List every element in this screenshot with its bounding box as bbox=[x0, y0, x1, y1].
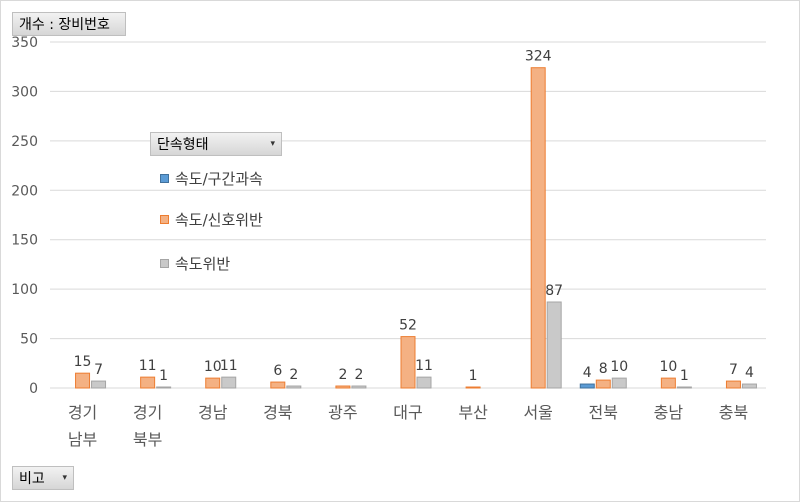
data-label: 2 bbox=[354, 367, 363, 383]
data-label: 10 bbox=[204, 359, 222, 375]
bar bbox=[221, 376, 237, 389]
y-tick-label: 300 bbox=[11, 84, 38, 100]
x-tick-label: 경기 남부 bbox=[68, 403, 97, 449]
legend-field-label: 단속형태 bbox=[157, 137, 209, 153]
y-tick-label: 100 bbox=[11, 282, 38, 298]
data-label: 10 bbox=[659, 359, 677, 375]
data-label: 7 bbox=[94, 362, 103, 378]
data-label: 52 bbox=[399, 318, 417, 334]
x-tick-label: 경남 bbox=[198, 403, 228, 422]
y-tick-label: 350 bbox=[11, 35, 38, 51]
data-label: 8 bbox=[599, 361, 608, 377]
chevron-down-icon: ▾ bbox=[270, 139, 275, 149]
axis-field-label: 비고 bbox=[19, 471, 45, 487]
legend-label: 속도/구간과속 bbox=[175, 170, 263, 188]
bar bbox=[725, 380, 741, 389]
bar bbox=[660, 377, 676, 389]
x-tick-label: 경북 bbox=[263, 403, 292, 422]
legend-item-speed[interactable]: 속도위반 bbox=[160, 253, 230, 274]
bar bbox=[579, 383, 595, 389]
data-label: 11 bbox=[415, 358, 433, 374]
x-tick-label: 부산 bbox=[458, 403, 488, 422]
value-field-label: 개수 : 장비번호 bbox=[19, 17, 110, 33]
data-label: 1 bbox=[159, 368, 168, 384]
y-tick-label: 150 bbox=[11, 233, 38, 249]
y-tick-label: 0 bbox=[29, 381, 38, 397]
legend-field-button[interactable]: 단속형태 ▾ bbox=[150, 132, 282, 156]
bar bbox=[75, 372, 91, 389]
data-label: 1 bbox=[469, 368, 478, 384]
y-tick-label: 50 bbox=[20, 332, 38, 348]
x-tick-label: 경기 북부 bbox=[133, 403, 162, 449]
data-label: 4 bbox=[583, 365, 592, 381]
x-tick-label: 충북 bbox=[719, 403, 748, 422]
bar bbox=[530, 67, 546, 389]
bar bbox=[156, 386, 172, 389]
data-label: 2 bbox=[289, 367, 298, 383]
x-tick-label: 서울 bbox=[523, 403, 552, 422]
data-label: 15 bbox=[74, 354, 92, 370]
chevron-down-icon: ▾ bbox=[62, 473, 67, 483]
x-tick-label: 대구 bbox=[393, 403, 422, 422]
bar bbox=[676, 386, 692, 389]
legend-swatch bbox=[160, 174, 169, 183]
legend-item-signal-speed[interactable]: 속도/신호위반 bbox=[160, 209, 263, 230]
x-tick-label: 충남 bbox=[654, 403, 684, 422]
legend-label: 속도위반 bbox=[175, 255, 231, 273]
value-field-button[interactable]: 개수 : 장비번호 bbox=[12, 12, 126, 36]
data-label: 1 bbox=[680, 368, 689, 384]
bar bbox=[416, 376, 432, 389]
legend-label: 속도/신호위반 bbox=[175, 211, 263, 229]
y-tick-label: 250 bbox=[11, 134, 38, 150]
data-label: 324 bbox=[525, 49, 552, 65]
data-label: 10 bbox=[610, 359, 628, 375]
data-label: 11 bbox=[220, 358, 238, 374]
bar bbox=[546, 301, 562, 389]
bar bbox=[595, 379, 611, 389]
x-tick-label: 광주 bbox=[328, 403, 357, 422]
bar bbox=[611, 377, 627, 389]
x-tick-label: 전북 bbox=[589, 403, 618, 422]
legend-swatch bbox=[160, 259, 169, 268]
bar bbox=[335, 385, 351, 389]
data-label: 2 bbox=[338, 367, 347, 383]
axis-field-button[interactable]: 비고 ▾ bbox=[12, 466, 74, 490]
data-label: 4 bbox=[745, 365, 754, 381]
data-label: 11 bbox=[139, 358, 157, 374]
bar bbox=[465, 386, 481, 389]
y-tick-label: 200 bbox=[11, 183, 38, 199]
bar bbox=[140, 376, 156, 389]
data-label: 7 bbox=[729, 362, 738, 378]
bar bbox=[270, 381, 286, 389]
bar bbox=[400, 336, 416, 389]
bar bbox=[286, 385, 302, 389]
bar bbox=[351, 385, 367, 389]
legend-item-section-speed[interactable]: 속도/구간과속 bbox=[160, 168, 263, 189]
bar bbox=[205, 377, 221, 389]
data-label: 87 bbox=[545, 283, 563, 299]
bar bbox=[741, 383, 757, 389]
bar bbox=[91, 380, 107, 389]
data-label: 6 bbox=[273, 363, 282, 379]
legend-swatch bbox=[160, 215, 169, 224]
